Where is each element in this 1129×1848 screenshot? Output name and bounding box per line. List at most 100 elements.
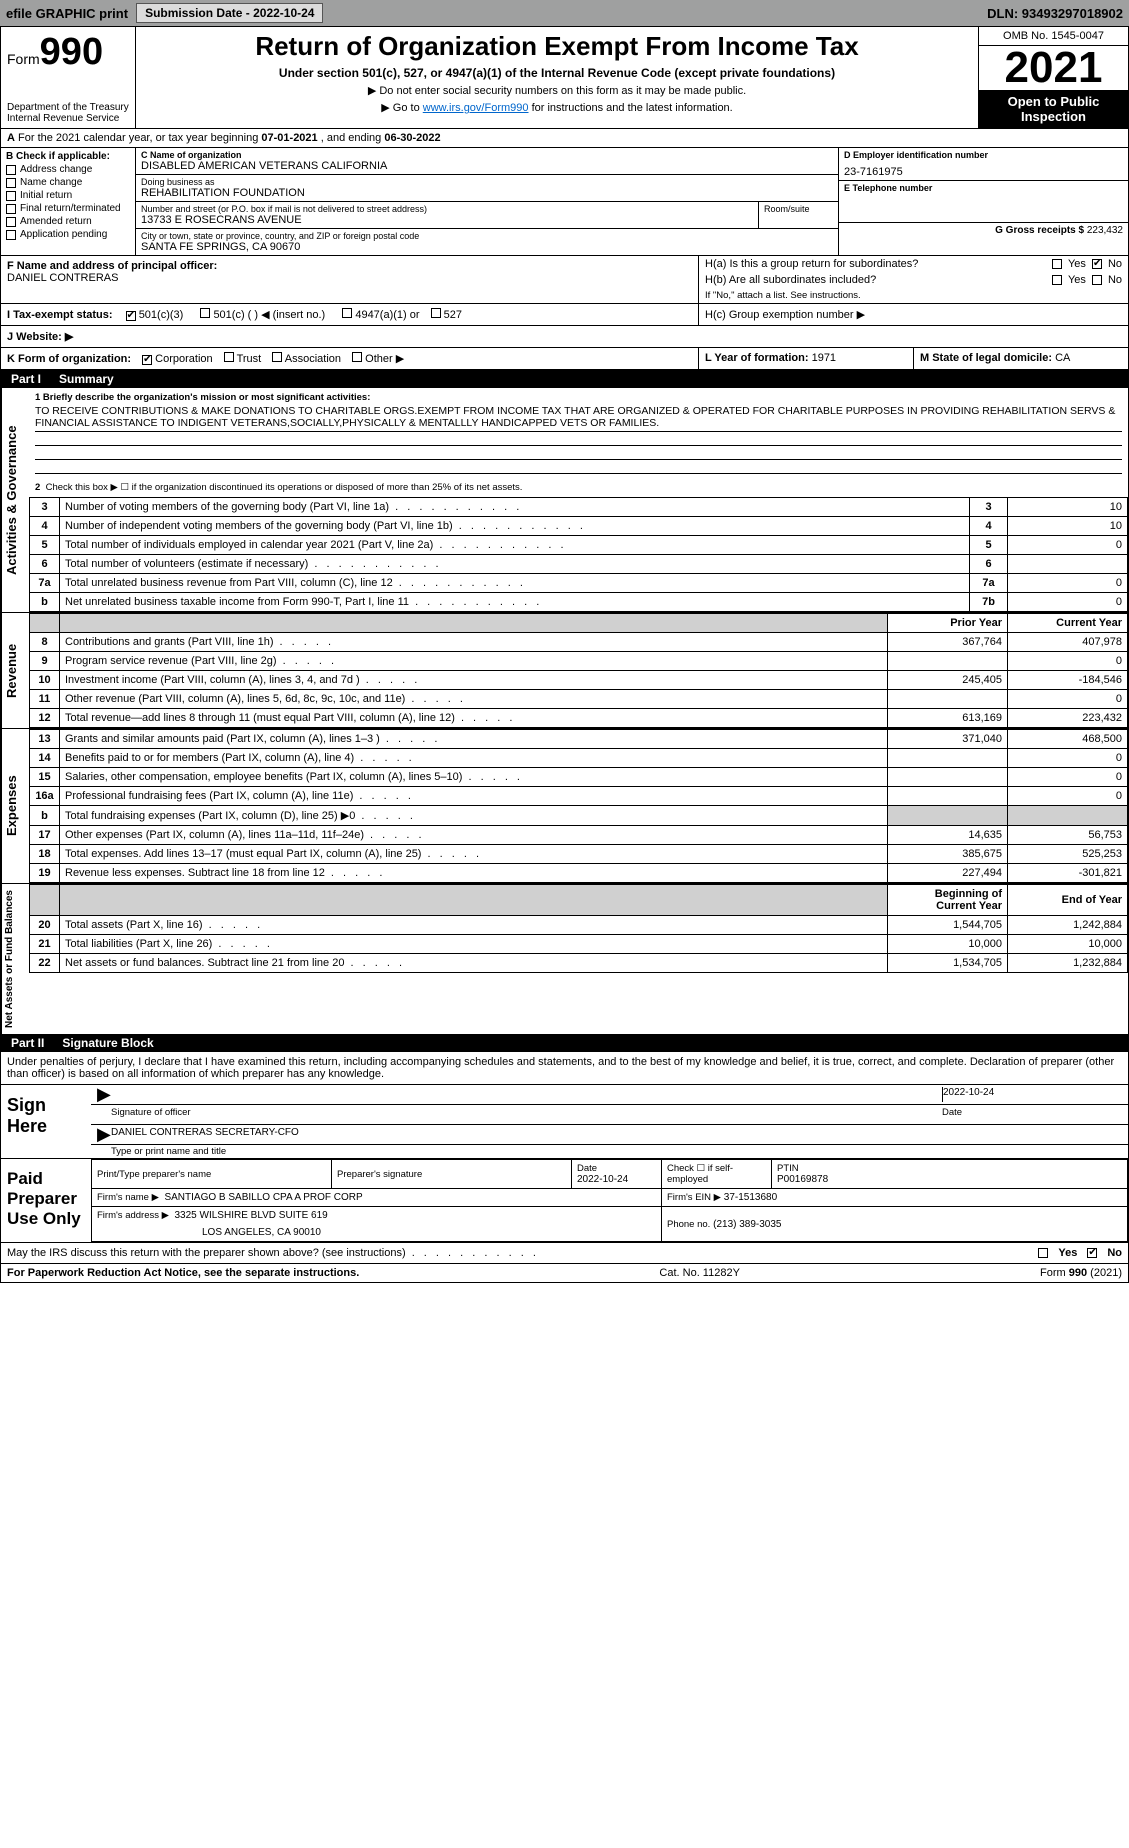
org-name: DISABLED AMERICAN VETERANS CALIFORNIA bbox=[141, 160, 833, 172]
expenses-section: Expenses 13Grants and similar amounts pa… bbox=[1, 729, 1128, 884]
box-l: L Year of formation: 1971 bbox=[699, 348, 913, 369]
hb-yes[interactable] bbox=[1052, 275, 1062, 285]
tax-period-row: A For the 2021 calendar year, or tax yea… bbox=[1, 129, 1128, 148]
cb-name-change[interactable] bbox=[6, 178, 16, 188]
officer-typed-name: DANIEL CONTRERAS SECRETARY-CFO bbox=[111, 1127, 299, 1142]
officer-label: F Name and address of principal officer: bbox=[7, 260, 692, 272]
mission-block: 1 Briefly describe the organization's mi… bbox=[29, 388, 1128, 478]
mission-label: 1 Briefly describe the organization's mi… bbox=[35, 392, 1122, 403]
form-title: Return of Organization Exempt From Incom… bbox=[146, 31, 968, 62]
table-row: 4Number of independent voting members of… bbox=[30, 517, 1128, 536]
ha-yes[interactable] bbox=[1052, 259, 1062, 269]
table-row: 16aProfessional fundraising fees (Part I… bbox=[30, 787, 1128, 806]
box-m: M State of legal domicile: CA bbox=[913, 348, 1128, 369]
box-i: I Tax-exempt status: 501(c)(3) 501(c) ( … bbox=[1, 304, 698, 325]
room-label: Room/suite bbox=[764, 204, 833, 214]
irs-link[interactable]: www.irs.gov/Form990 bbox=[423, 102, 529, 114]
city-value: SANTA FE SPRINGS, CA 90670 bbox=[141, 241, 833, 253]
part1-bar: Part I Summary bbox=[1, 370, 1128, 388]
arrow-icon: ▶ bbox=[97, 1087, 111, 1102]
tax-year: 2021 bbox=[979, 46, 1128, 90]
form-header: Form990 Department of the Treasury Inter… bbox=[1, 27, 1128, 129]
form-footer: Form 990 (2021) bbox=[1040, 1267, 1122, 1279]
discuss-text: May the IRS discuss this return with the… bbox=[7, 1247, 539, 1259]
street-label: Number and street (or P.O. box if mail i… bbox=[141, 204, 753, 214]
ein-label: D Employer identification number bbox=[844, 150, 1123, 160]
discuss-no[interactable] bbox=[1087, 1248, 1097, 1258]
table-row: 7aTotal unrelated business revenue from … bbox=[30, 574, 1128, 593]
part1-title: Summary bbox=[59, 372, 114, 386]
table-row: 14Benefits paid to or for members (Part … bbox=[30, 749, 1128, 768]
date-label: Date bbox=[942, 1107, 1122, 1122]
form-page: Form990 Department of the Treasury Inter… bbox=[0, 26, 1129, 1283]
expenses-table: 13Grants and similar amounts paid (Part … bbox=[29, 729, 1128, 883]
table-row: 18Total expenses. Add lines 13–17 (must … bbox=[30, 845, 1128, 864]
gross-value: 223,432 bbox=[1087, 225, 1123, 236]
part2-num: Part II bbox=[11, 1036, 44, 1050]
discuss-yes[interactable] bbox=[1038, 1248, 1048, 1258]
table-row: 8Contributions and grants (Part VIII, li… bbox=[30, 633, 1128, 652]
gross-label: G Gross receipts $ bbox=[995, 225, 1084, 236]
cb-address-change[interactable] bbox=[6, 165, 16, 175]
part1-num: Part I bbox=[11, 372, 41, 386]
hb-no[interactable] bbox=[1092, 275, 1102, 285]
officer-name: DANIEL CONTRERAS bbox=[7, 272, 692, 284]
irs-label: Internal Revenue Service bbox=[7, 113, 129, 124]
table-row: 11Other revenue (Part VIII, column (A), … bbox=[30, 690, 1128, 709]
identity-block: B Check if applicable: Address change Na… bbox=[1, 148, 1128, 256]
cb-app-pending[interactable] bbox=[6, 230, 16, 240]
ha-no[interactable] bbox=[1092, 259, 1102, 269]
discuss-row: May the IRS discuss this return with the… bbox=[1, 1243, 1128, 1263]
cb-trust[interactable] bbox=[224, 352, 234, 362]
part2-title: Signature Block bbox=[62, 1036, 153, 1050]
table-row: 6Total number of volunteers (estimate if… bbox=[30, 555, 1128, 574]
table-row: 3Number of voting members of the governi… bbox=[30, 498, 1128, 517]
side-revenue: Revenue bbox=[1, 613, 29, 728]
box-f: F Name and address of principal officer:… bbox=[1, 256, 698, 303]
dba-value: REHABILITATION FOUNDATION bbox=[141, 187, 833, 199]
cb-501c3[interactable] bbox=[126, 311, 136, 321]
efile-label: efile GRAPHIC print bbox=[6, 6, 128, 21]
ha-label: H(a) Is this a group return for subordin… bbox=[705, 258, 1046, 270]
cb-final-return[interactable] bbox=[6, 204, 16, 214]
paid-preparer-table: Print/Type preparer's name Preparer's si… bbox=[91, 1159, 1128, 1242]
table-row: 20Total assets (Part X, line 16)1,544,70… bbox=[30, 916, 1128, 935]
table-row: 12Total revenue—add lines 8 through 11 (… bbox=[30, 709, 1128, 728]
pra-notice: For Paperwork Reduction Act Notice, see … bbox=[7, 1267, 359, 1279]
phone-label: E Telephone number bbox=[844, 183, 1123, 193]
street-value: 13733 E ROSECRANS AVENUE bbox=[141, 214, 753, 226]
box-c: C Name of organization DISABLED AMERICAN… bbox=[136, 148, 838, 255]
i-row: I Tax-exempt status: 501(c)(3) 501(c) ( … bbox=[1, 304, 1128, 326]
dept-label: Department of the Treasury bbox=[7, 102, 129, 113]
note-ssn: ▶ Do not enter social security numbers o… bbox=[146, 84, 968, 97]
penalty-text: Under penalties of perjury, I declare th… bbox=[1, 1052, 1128, 1085]
cb-527[interactable] bbox=[431, 308, 441, 318]
cb-amended[interactable] bbox=[6, 217, 16, 227]
submission-date-button[interactable]: Submission Date - 2022-10-24 bbox=[136, 3, 323, 23]
table-row: bTotal fundraising expenses (Part IX, co… bbox=[30, 806, 1128, 826]
box-k: K Form of organization: Corporation Trus… bbox=[1, 348, 698, 369]
cb-corp[interactable] bbox=[142, 355, 152, 365]
netassets-table: Beginning of Current YearEnd of Year20To… bbox=[29, 884, 1128, 973]
cb-501c[interactable] bbox=[200, 308, 210, 318]
ein-value: 23-7161975 bbox=[844, 166, 1123, 178]
sign-here-label: Sign Here bbox=[1, 1085, 91, 1158]
governance-table: 3Number of voting members of the governi… bbox=[29, 497, 1128, 612]
revenue-section: Revenue Prior YearCurrent Year8Contribut… bbox=[1, 613, 1128, 729]
box-b-label: B Check if applicable: bbox=[6, 151, 130, 162]
table-row: 19Revenue less expenses. Subtract line 1… bbox=[30, 864, 1128, 883]
cb-assoc[interactable] bbox=[272, 352, 282, 362]
klm-row: K Form of organization: Corporation Trus… bbox=[1, 348, 1128, 370]
table-row: 22Net assets or fund balances. Subtract … bbox=[30, 954, 1128, 973]
netassets-section: Net Assets or Fund Balances Beginning of… bbox=[1, 884, 1128, 1034]
sig-officer-label: Signature of officer bbox=[111, 1107, 942, 1122]
cb-other[interactable] bbox=[352, 352, 362, 362]
open-to-public: Open to Public Inspection bbox=[979, 90, 1128, 128]
line2: 2 Check this box ▶ ☐ if the organization… bbox=[29, 478, 1128, 497]
side-governance: Activities & Governance bbox=[1, 388, 29, 612]
cb-initial-return[interactable] bbox=[6, 191, 16, 201]
hb-label: H(b) Are all subordinates included? bbox=[705, 274, 1046, 286]
form-word: Form bbox=[7, 51, 40, 67]
cb-4947[interactable] bbox=[342, 308, 352, 318]
paid-label: Paid Preparer Use Only bbox=[1, 1159, 91, 1242]
